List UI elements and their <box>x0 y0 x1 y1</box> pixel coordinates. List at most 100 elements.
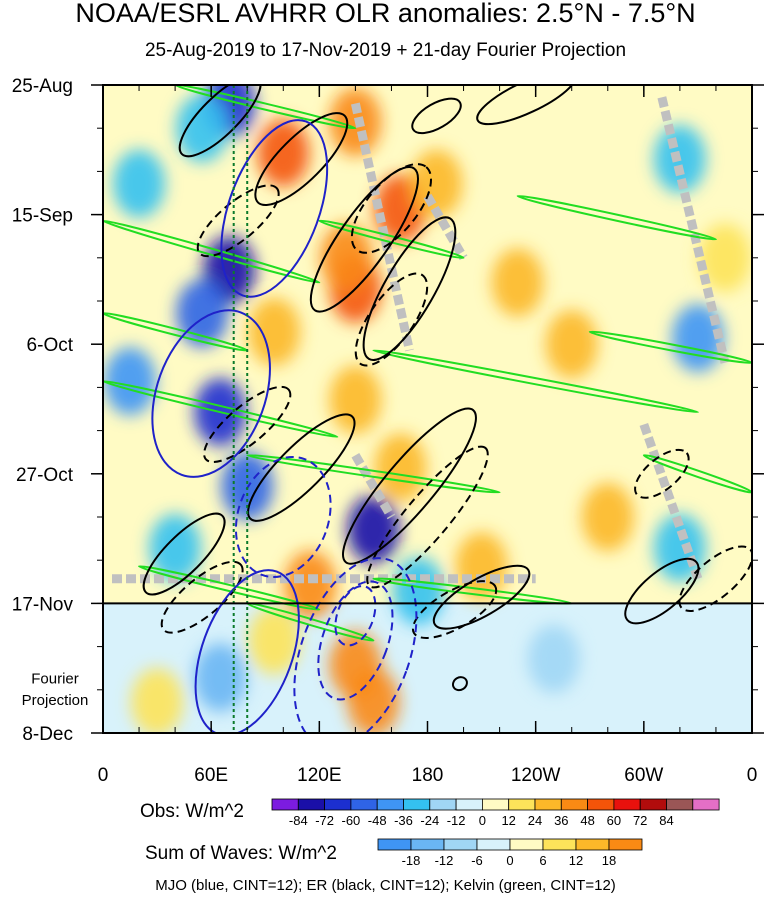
anomaly-blob <box>248 606 301 675</box>
reference-lines <box>232 85 249 733</box>
er-contour <box>476 85 578 126</box>
waves-legend-swatch <box>542 838 577 851</box>
anomaly-blob <box>527 624 580 693</box>
obs-legend-level-label: 72 <box>633 813 647 828</box>
legends: -84 -72 -60 -48 -36 -24 -12 0 12 24 36 48 60 72 84-18-… <box>271 798 720 868</box>
anomaly-blob <box>581 483 634 551</box>
anomaly-blob <box>149 513 202 582</box>
waves-legend-level-label: -12 <box>435 853 454 868</box>
obs-legend-swatch <box>587 798 615 811</box>
waves-legend-swatch <box>443 838 478 851</box>
mjo-contour <box>334 585 377 647</box>
y-tick-label: 8-Dec <box>22 724 73 745</box>
er-contour <box>366 445 489 589</box>
er-contour <box>203 385 292 463</box>
er-contour <box>196 184 280 258</box>
grey-band <box>350 102 414 352</box>
mjo-contour <box>234 455 332 579</box>
x-tick-label: 180 <box>412 765 444 786</box>
er-contour <box>160 560 244 634</box>
x-tick-label: 60E <box>194 765 228 786</box>
obs-legend-level-label: 12 <box>501 813 515 828</box>
obs-legend-label: Obs: W/m^2 <box>140 801 244 822</box>
er-contour <box>624 557 700 625</box>
y-tick-label: 25-Aug <box>12 76 73 97</box>
obs-legend-level-label: 36 <box>554 813 568 828</box>
anomaly-blob <box>104 347 157 416</box>
waves-legend-level-label: 6 <box>539 853 546 868</box>
axes: 0 60E 120E 180 120W 60W 0 25-Aug 15-Sep 6-Oct 27-O… <box>12 76 764 786</box>
kelvin-contour <box>246 454 501 494</box>
anomaly-blob <box>698 223 751 292</box>
obs-legend-swatch <box>429 798 457 811</box>
kelvin-contour <box>372 349 699 414</box>
anomaly-blob <box>113 149 166 218</box>
er-contour <box>411 97 462 135</box>
er-contour <box>247 413 356 522</box>
er-contours <box>142 85 752 692</box>
waves-legend-swatch <box>377 838 412 851</box>
er-contour <box>432 564 531 630</box>
kelvin-contour <box>318 219 465 260</box>
waves-legend-level-label: 18 <box>602 853 616 868</box>
chart-title: NOAA/ESRL AVHRR OLR anomalies: 2.5°N - 7… <box>75 0 696 28</box>
er-contour <box>254 112 349 207</box>
waves-legend-swatch <box>410 838 445 851</box>
waves-legend-level-label: 12 <box>569 853 583 868</box>
obs-legend-level-label: 48 <box>580 813 594 828</box>
x-tick-label: 60W <box>624 765 663 786</box>
anomaly-blob <box>491 248 544 317</box>
mjo-contour <box>317 580 394 701</box>
anomaly-blob <box>194 643 247 712</box>
anomaly-blob <box>131 668 184 733</box>
plot-area <box>103 85 752 733</box>
waves-legend-level-label: 0 <box>506 853 513 868</box>
anomaly-blob <box>410 149 463 218</box>
waves-legend-level-label: -18 <box>402 853 421 868</box>
obs-legend-swatch <box>403 798 431 811</box>
y-tick-label: 6-Oct <box>27 335 74 356</box>
obs-legend-swatch <box>271 798 299 811</box>
obs-legend-swatch <box>324 798 352 811</box>
obs-legend-swatch <box>455 798 483 811</box>
waves-legend-swatch <box>608 838 643 851</box>
anomaly-blob <box>347 668 400 733</box>
obs-legend-level-label: -48 <box>368 813 387 828</box>
obs-legend-level-label: 84 <box>659 813 673 828</box>
obs-legend-level-label: 60 <box>607 813 621 828</box>
projection-label-line2: Projection <box>22 692 89 709</box>
obs-legend-swatch <box>560 798 588 811</box>
obs-legend-level-label: -72 <box>315 813 334 828</box>
obs-legend-level-label: -24 <box>420 813 439 828</box>
mjo-contour <box>194 569 300 733</box>
obs-legend-level-label: -36 <box>394 813 413 828</box>
waves-legend-swatch <box>509 838 544 851</box>
chart-subtitle: 25-Aug-2019 to 17-Nov-2019 + 21-day Four… <box>144 40 627 61</box>
waves-legend-swatch <box>575 838 610 851</box>
mjo-contour <box>151 309 271 478</box>
x-tick-label: 120W <box>511 765 561 786</box>
anomaly-blob <box>320 223 373 292</box>
y-tick-label: 17-Nov <box>12 594 74 615</box>
er-contour <box>354 272 429 367</box>
waves-legend-swatch <box>476 838 511 851</box>
anomaly-blob <box>545 310 598 379</box>
er-contour <box>142 512 226 596</box>
obs-legend-level-label: 24 <box>528 813 542 828</box>
er-contour <box>362 216 457 361</box>
obs-legend-swatch <box>639 798 667 811</box>
grey-band <box>423 193 468 261</box>
projection-label-line1: Fourier <box>31 671 79 688</box>
er-contour <box>678 545 752 612</box>
obs-legend-swatch <box>350 798 378 811</box>
er-contour <box>451 676 468 692</box>
kelvin-contour <box>516 194 717 241</box>
grey-band <box>351 453 396 520</box>
x-tick-label: 120E <box>297 765 341 786</box>
y-tick-label: 15-Sep <box>12 206 73 227</box>
obs-legend-swatch <box>481 798 510 811</box>
grey-band <box>657 96 730 364</box>
kelvin-contour <box>138 565 321 611</box>
anomaly-blob <box>248 297 301 366</box>
